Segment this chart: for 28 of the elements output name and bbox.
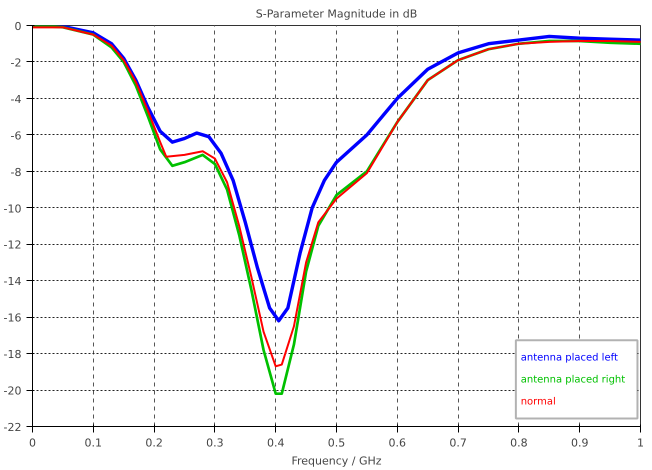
y-tick-label: -10 [4,202,22,216]
x-tick-label: 0.1 [84,436,102,450]
x-tick-label: 0.7 [449,436,467,450]
x-tick-label: 0.8 [510,436,528,450]
text: antenna placed left [520,352,618,364]
y-tick-label: -22 [4,421,22,434]
x-tick-label: 0.9 [570,436,588,450]
x-tick-label: 0.3 [206,436,224,450]
y-tick-label: -12 [4,238,22,252]
y-tick-label: -6 [10,129,22,142]
x-tick-label: 0.4 [266,436,284,450]
x-tick-label: 0.5 [328,436,346,450]
text: antenna placed right [520,374,626,386]
y-tick-label: 0 [14,20,22,33]
y-tick-label: -20 [4,384,22,398]
x-tick-label: 1 [637,436,644,450]
x-tick-label: 0.2 [145,436,163,450]
y-tick-label: -8 [10,166,22,179]
y-tick-label: -16 [4,312,22,325]
chart-title: S-Parameter Magnitude in dB [256,8,418,20]
y-tick-label: -18 [4,348,22,362]
text: normal [520,396,556,408]
x-tick-label: 0.6 [388,436,406,450]
y-tick-label: -14 [4,275,22,288]
y-tick-label: -4 [10,92,22,106]
x-tick-label: 0 [29,436,36,450]
x-axis-title: Frequency / GHz [291,454,382,468]
y-tick-label: -2 [10,56,22,70]
